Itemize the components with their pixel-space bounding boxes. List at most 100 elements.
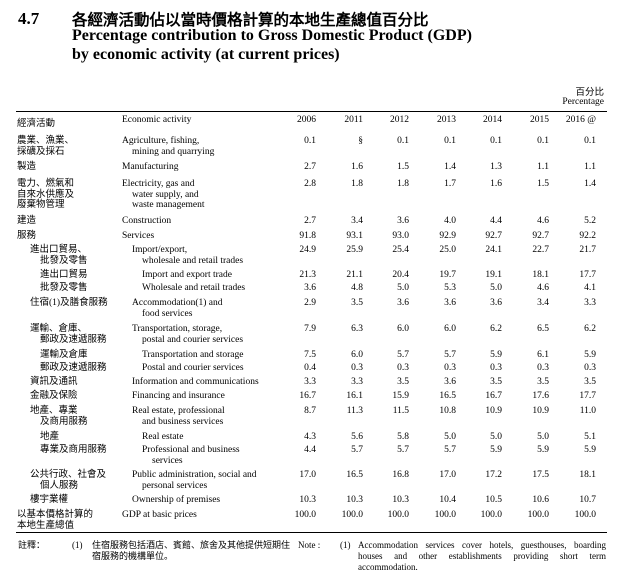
value-cell: 10.9: [485, 406, 502, 416]
value-cell: 1.6: [351, 162, 363, 172]
value-cell: 16.5: [439, 391, 456, 401]
activity-label-chinese-line: 住宿(1)及膳食服務: [30, 298, 108, 308]
value-cell: 0.1: [584, 136, 596, 146]
activity-label-english-line: Electricity, gas and: [122, 179, 195, 189]
activity-label-english: Postal and courier services: [142, 363, 244, 374]
activity-label-english-line: mining and quarrying: [132, 146, 215, 157]
value-cell: 100.0: [434, 510, 456, 520]
activity-label-chinese-line: 地產、專業: [30, 406, 78, 416]
value-cell: 0.3: [490, 363, 502, 373]
value-cell: 3.5: [490, 377, 502, 387]
activity-label-chinese: 建造: [17, 216, 36, 227]
activity-label-chinese-line: 郵政及速遞服務: [40, 334, 107, 345]
activity-label-chinese-line: 建造: [17, 216, 37, 226]
value-cell: 11.0: [579, 406, 596, 416]
value-cell: 5.2: [584, 216, 596, 226]
value-cell: 92.7: [532, 231, 549, 241]
value-cell: 25.0: [439, 245, 456, 255]
column-header-year: 2012: [390, 115, 409, 125]
value-cell: 100.0: [574, 510, 596, 520]
activity-label-english: Import and export trade: [142, 270, 232, 281]
value-cell: 5.6: [351, 432, 363, 442]
activity-label-chinese-line: 郵政及速遞服務: [40, 363, 107, 373]
activity-label-english: Construction: [122, 216, 171, 227]
value-cell: 6.0: [397, 324, 409, 334]
activity-label-chinese-line: 專業及商用服務: [40, 445, 107, 455]
value-cell: 6.0: [351, 350, 363, 360]
value-cell: 4.3: [304, 432, 316, 442]
activity-label-english-line: GDP at basic prices: [122, 510, 197, 520]
activity-label-english: Wholesale and retail trades: [142, 283, 245, 294]
activity-label-english-line: services: [152, 455, 183, 466]
note-marker-english: (1): [340, 540, 351, 550]
value-cell: 3.3: [304, 377, 316, 387]
activity-label-english-line: Ownership of premises: [132, 495, 221, 505]
value-cell: 5.0: [490, 283, 502, 293]
value-cell: 16.1: [346, 391, 363, 401]
activity-label-chinese-line: 自來水供應及: [17, 189, 75, 200]
activity-label-english-line: wholesale and retail trades: [142, 255, 244, 266]
activity-label-chinese-line: 批發及零售: [40, 255, 88, 266]
activity-label-english: Electricity, gas and water supply, and was…: [122, 179, 205, 211]
value-cell: 92.7: [485, 231, 502, 241]
value-cell: 5.3: [444, 283, 456, 293]
value-cell: 20.4: [392, 270, 409, 280]
value-cell: 10.3: [346, 495, 363, 505]
value-cell: 16.5: [346, 470, 363, 480]
activity-label-chinese: 運輸及倉庫: [40, 350, 88, 361]
value-cell: 3.3: [584, 298, 596, 308]
unit-label-english: Percentage: [562, 97, 604, 107]
value-cell: 5.1: [584, 432, 596, 442]
value-cell: 6.2: [490, 324, 502, 334]
activity-label-english-line: Import/export,: [132, 245, 188, 255]
value-cell: 24.9: [299, 245, 316, 255]
section-number: 4.7: [18, 9, 40, 28]
value-cell: 5.9: [584, 445, 596, 455]
activity-label-english: Real estate, professional and business se…: [132, 406, 225, 427]
activity-label-chinese-line: 製造: [17, 162, 37, 172]
activity-label-chinese-line: 地產: [40, 432, 60, 442]
activity-label-english: Information and communications: [132, 377, 259, 388]
note-label-english: Note :: [298, 540, 321, 550]
value-cell: 17.0: [439, 470, 456, 480]
value-cell: 25.4: [392, 245, 409, 255]
value-cell: 2.9: [304, 298, 316, 308]
activity-label-chinese: 地產: [40, 432, 59, 443]
value-cell: 0.3: [444, 363, 456, 373]
value-cell: 17.5: [532, 470, 549, 480]
activity-label-english-line: Real estate, professional: [132, 406, 225, 416]
note-label-chinese: 註釋：: [18, 540, 46, 550]
value-cell: 6.3: [351, 324, 363, 334]
activity-label-chinese: 進出口貿易、 批發及零售: [30, 245, 88, 266]
title-english-line-2: by economic activity (at current prices): [72, 46, 340, 63]
note-marker-chinese: (1): [72, 540, 83, 550]
value-cell: 16.7: [485, 391, 502, 401]
value-cell: 17.6: [532, 391, 549, 401]
value-cell: 17.0: [299, 470, 316, 480]
activity-label-chinese: 樓宇業權: [30, 495, 68, 506]
value-cell: 4.8: [351, 283, 363, 293]
activity-label-english-line: postal and courier services: [142, 334, 244, 345]
note-text-english-line-3: accommodation.: [358, 562, 418, 572]
value-cell: 19.7: [439, 270, 456, 280]
value-cell: 3.6: [490, 298, 502, 308]
activity-label-chinese: 地產、專業 及商用服務: [30, 406, 88, 427]
activity-label-chinese: 服務: [17, 231, 36, 242]
value-cell: 1.1: [584, 162, 596, 172]
value-cell: 100.0: [294, 510, 316, 520]
value-cell: 22.7: [532, 245, 549, 255]
activity-label-english-line: Accommodation(1) and: [132, 298, 223, 308]
activity-label-chinese-line: 公共行政、社會及: [30, 470, 107, 480]
value-cell: 18.1: [579, 470, 596, 480]
value-cell: 3.6: [397, 298, 409, 308]
column-header-activity-en: Economic activity: [122, 115, 192, 125]
value-cell: 5.8: [397, 432, 409, 442]
activity-label-english-line: food services: [142, 308, 193, 319]
value-cell: 3.4: [537, 298, 549, 308]
value-cell: 5.7: [397, 350, 409, 360]
activity-label-chinese: 電力、燃氣和 自來水供應及 廢棄物管理: [17, 179, 74, 211]
activity-label-english: Transportation and storage: [142, 350, 244, 361]
activity-label-chinese-line: 批發及零售: [40, 283, 88, 293]
value-cell: 6.5: [537, 324, 549, 334]
activity-label-chinese-line: 本地生產總值: [17, 520, 75, 531]
